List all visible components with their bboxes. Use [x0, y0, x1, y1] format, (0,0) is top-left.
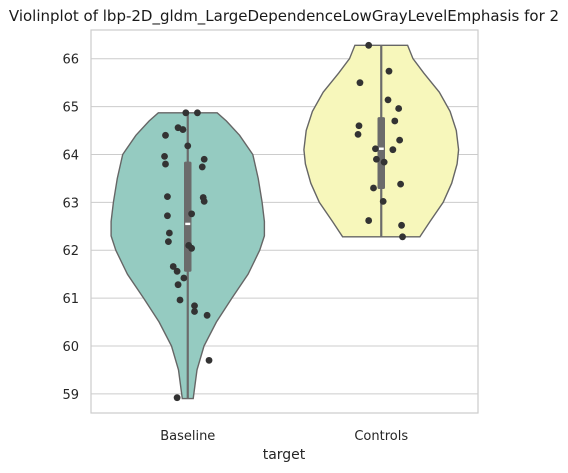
data-point — [188, 244, 196, 252]
data-point — [165, 229, 173, 237]
data-point — [162, 131, 169, 139]
median-marker-baseline — [185, 222, 191, 226]
y-tick-label: 66 — [62, 53, 79, 68]
data-point — [161, 152, 168, 160]
data-point — [380, 158, 388, 166]
data-point — [385, 67, 393, 75]
y-tick-label: 62 — [62, 244, 79, 259]
data-point — [205, 356, 213, 364]
data-point — [200, 197, 208, 205]
chart-title: Violinplot of lbp-2D_gldm_LargeDependenc… — [9, 7, 559, 26]
data-point — [399, 233, 406, 241]
data-point — [203, 311, 211, 319]
data-point — [176, 296, 184, 304]
data-point — [164, 193, 171, 201]
data-point — [379, 197, 387, 205]
data-point — [384, 96, 392, 104]
data-point — [391, 117, 399, 125]
data-point — [173, 267, 181, 275]
data-point — [191, 302, 198, 310]
y-tick-labels: 59 60 61 62 63 64 65 66 — [62, 53, 79, 403]
data-point — [389, 146, 397, 154]
data-point — [198, 163, 206, 171]
data-point — [398, 221, 405, 229]
data-point — [180, 274, 188, 282]
data-point — [184, 142, 192, 150]
y-tick-label: 65 — [62, 101, 79, 116]
data-point — [395, 105, 403, 112]
x-tick-labels: Baseline Controls — [160, 429, 408, 444]
data-point — [397, 180, 404, 188]
x-axis-label: target — [263, 447, 306, 463]
data-points — [161, 41, 406, 402]
data-point — [365, 217, 373, 224]
data-point — [182, 109, 190, 117]
data-point — [372, 145, 379, 153]
median-marker-controls — [378, 147, 384, 150]
data-point — [365, 41, 373, 49]
iqr-box-controls — [377, 117, 385, 189]
y-tick-label: 61 — [62, 292, 79, 307]
data-point — [164, 212, 171, 220]
data-point — [354, 130, 362, 138]
y-tick-label: 63 — [62, 196, 79, 211]
data-point — [191, 308, 198, 315]
y-tick-label: 60 — [62, 340, 79, 355]
data-point — [373, 155, 380, 163]
data-point — [355, 122, 363, 130]
data-point — [162, 160, 169, 168]
data-point — [356, 79, 364, 87]
data-point — [200, 155, 208, 163]
x-tick-label: Baseline — [160, 429, 215, 444]
data-point — [194, 109, 201, 117]
y-tick-label: 64 — [62, 148, 79, 163]
data-point — [173, 394, 181, 402]
y-tick-label: 59 — [62, 388, 79, 403]
x-tick-label: Controls — [354, 429, 408, 444]
data-point — [174, 281, 182, 289]
data-point — [370, 184, 377, 192]
data-point — [179, 126, 187, 133]
plot-frame — [90, 29, 479, 414]
data-point — [165, 238, 172, 246]
data-point — [188, 210, 196, 218]
data-point — [396, 136, 404, 144]
data-point — [169, 263, 177, 270]
